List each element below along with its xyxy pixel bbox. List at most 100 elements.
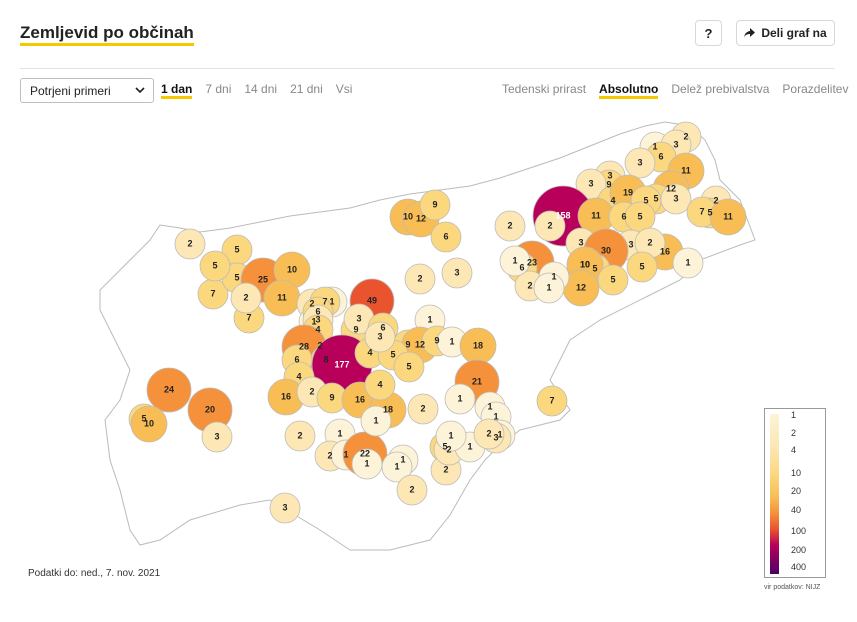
mode-tabs: Tedenski prirast Absolutno Delež prebiva… [502, 82, 848, 99]
municipality-value-label: 6 [519, 262, 524, 272]
municipality-value-label: 12 [416, 213, 426, 223]
municipality-region[interactable] [499, 245, 531, 277]
tab-weekly-growth[interactable]: Tedenski prirast [502, 82, 587, 96]
municipality-value-label: 6 [380, 322, 385, 332]
metric-select[interactable]: Potrjeni primeri [20, 78, 154, 103]
municipality-region[interactable] [130, 405, 168, 443]
municipality-value-label: 6 [315, 306, 320, 316]
legend-label: 40 [791, 505, 802, 515]
municipality-value-label: 5 [234, 272, 239, 282]
municipality-region[interactable] [381, 451, 413, 483]
tab-21-days[interactable]: 21 dni [290, 82, 323, 96]
tab-absolute[interactable]: Absolutno [599, 82, 659, 99]
municipality-value-label: 5 [212, 260, 217, 270]
municipality-value-label: 8 [323, 354, 328, 364]
municipality-value-label: 4 [610, 195, 615, 205]
municipality-value-label: 2 [713, 195, 718, 205]
municipality-value-label: 5 [141, 413, 146, 423]
municipality-value-label: 4 [367, 347, 372, 357]
municipality-region[interactable] [284, 420, 316, 452]
municipality-value-label: 1 [427, 314, 432, 324]
tab-1-day[interactable]: 1 dan [161, 82, 193, 99]
municipality-value-label: 5 [643, 195, 648, 205]
municipality-region[interactable] [364, 369, 396, 401]
municipality-region[interactable] [174, 228, 206, 260]
municipality-region[interactable] [269, 492, 301, 524]
tab-all[interactable]: Vsi [335, 82, 353, 96]
share-button[interactable]: Deli graf na [736, 20, 835, 46]
municipality-region[interactable] [364, 321, 396, 353]
municipality-value-label: 2 [420, 403, 425, 413]
municipality-value-label: 3 [578, 237, 583, 247]
municipality-value-label: 2 [547, 220, 552, 230]
municipality-value-label: 2 [647, 237, 652, 247]
municipality-region[interactable] [494, 210, 526, 242]
municipality-value-label: 1 [337, 428, 342, 438]
municipality-region[interactable] [146, 367, 192, 413]
municipality-region[interactable] [672, 247, 704, 279]
municipality-value-label: 11 [277, 292, 287, 302]
municipality-region[interactable] [624, 147, 656, 179]
municipality-value-label: 1 [373, 415, 378, 425]
municipality-region[interactable] [230, 282, 262, 314]
municipality-value-label: 7 [246, 312, 251, 322]
municipality-region[interactable] [536, 385, 568, 417]
municipality-region[interactable] [473, 418, 505, 450]
municipality-region[interactable] [626, 251, 658, 283]
municipality-value-label: 10 [580, 259, 590, 269]
municipality-region[interactable] [393, 351, 425, 383]
municipality-value-label: 9 [432, 199, 437, 209]
legend-color-bar [770, 414, 779, 574]
tab-distribution[interactable]: Porazdelitev [782, 82, 849, 96]
municipality-value-label: 1 [512, 255, 517, 265]
chevron-down-icon [135, 87, 145, 94]
municipality-value-label: 11 [723, 211, 733, 221]
tab-7-days[interactable]: 7 dni [205, 82, 232, 96]
municipality-value-label: 7 [699, 206, 704, 216]
tab-14-days[interactable]: 14 dni [244, 82, 278, 96]
municipality-value-label: 2 [297, 430, 302, 440]
legend-label: 200 [791, 545, 807, 555]
share-icon [744, 28, 756, 38]
municipality-region[interactable] [709, 198, 747, 236]
municipality-region[interactable] [430, 221, 462, 253]
municipality-value-label: 3 [493, 432, 498, 442]
municipality-value-label: 12 [415, 339, 425, 349]
municipality-value-label: 3 [628, 239, 633, 249]
municipality-region[interactable] [534, 210, 566, 242]
municipality-region[interactable] [419, 189, 451, 221]
municipality-region[interactable] [597, 264, 629, 296]
municipality-value-label: 16 [281, 391, 291, 401]
municipality-value-label: 25 [258, 274, 268, 284]
municipality-region[interactable] [360, 405, 392, 437]
municipality-region[interactable] [199, 250, 231, 282]
tab-population-share[interactable]: Delež prebivalstva [671, 82, 770, 96]
municipality-value-label: 18 [473, 340, 483, 350]
legend-label: 10 [791, 468, 802, 478]
municipality-value-label: 6 [294, 354, 299, 364]
municipality-value-label: 1 [487, 401, 492, 411]
municipality-region[interactable] [407, 393, 439, 425]
municipality-value-label: 1 [449, 336, 454, 346]
legend-label: 1 [791, 410, 797, 420]
municipality-value-label: 177 [334, 359, 349, 369]
municipality-region[interactable] [660, 183, 692, 215]
municipality-region[interactable] [533, 272, 565, 304]
municipality-region[interactable] [396, 474, 428, 506]
municipality-value-label: 6 [621, 211, 626, 221]
municipality-value-label: 10 [287, 264, 297, 274]
municipality-region[interactable] [404, 263, 436, 295]
municipality-region[interactable] [441, 257, 473, 289]
help-button[interactable]: ? [695, 20, 722, 46]
municipality-value-label: 1 [652, 141, 657, 151]
municipality-value-label: 9 [353, 324, 358, 334]
municipality-value-label: 2 [327, 450, 332, 460]
municipality-value-label: 3 [454, 267, 459, 277]
municipality-value-label: 22 [360, 448, 370, 458]
municipality-region[interactable] [435, 420, 467, 452]
header-divider [20, 68, 835, 69]
municipality-value-label: 5 [707, 207, 712, 217]
municipality-region[interactable] [444, 383, 476, 415]
municipality-region[interactable] [201, 421, 233, 453]
municipality-value-label: 24 [164, 384, 174, 394]
